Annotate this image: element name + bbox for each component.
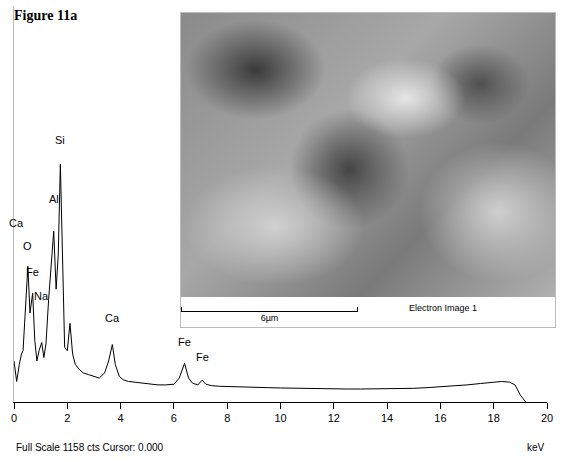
svg-text:Al: Al — [49, 193, 59, 205]
svg-text:O: O — [23, 240, 32, 252]
html-text:Electron Image 1: Electron Image 1 — [409, 303, 477, 313]
svg-text:Fe: Fe — [178, 336, 191, 348]
svg-text:Fe: Fe — [26, 266, 39, 278]
svg-text:2: 2 — [64, 412, 70, 424]
svg-text:10: 10 — [274, 412, 286, 424]
svg-text:12: 12 — [328, 412, 340, 424]
svg-text:14: 14 — [381, 412, 393, 424]
html-text:6µm: 6µm — [260, 313, 279, 323]
svg-text:0: 0 — [11, 412, 17, 424]
svg-text:8: 8 — [224, 412, 230, 424]
svg-text:18: 18 — [488, 412, 500, 424]
svg-text:keV: keV — [527, 442, 545, 453]
svg-text:Si: Si — [55, 134, 65, 146]
html-text:Figure 11a: Figure 11a — [14, 8, 78, 23]
svg-text:Ca: Ca — [105, 312, 120, 324]
svg-text:Na: Na — [34, 290, 49, 302]
svg-text:4: 4 — [118, 412, 124, 424]
svg-text:6: 6 — [171, 412, 177, 424]
svg-text:20: 20 — [541, 412, 553, 424]
svg-text:Ca: Ca — [9, 217, 24, 229]
svg-text:16: 16 — [434, 412, 446, 424]
svg-text:Fe: Fe — [196, 351, 209, 363]
svg-text:Full Scale 1158 cts Cursor: 0.: Full Scale 1158 cts Cursor: 0.000 — [16, 442, 164, 453]
